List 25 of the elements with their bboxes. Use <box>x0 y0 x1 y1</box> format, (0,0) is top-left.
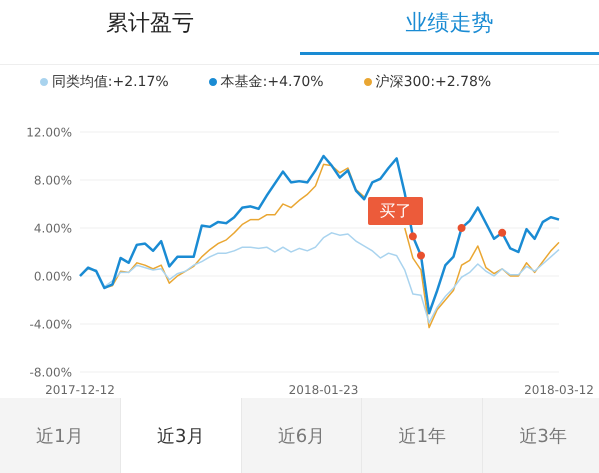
legend-label: 本基金:+4.70% <box>220 74 324 90</box>
point <box>458 224 466 232</box>
x-tick-label: 2017-12-12 <box>45 383 115 397</box>
y-tick-label: -4.00% <box>30 317 72 332</box>
y-tick-label: 4.00% <box>34 221 72 236</box>
text: 近1月 <box>0 398 121 473</box>
text: 业绩走势 <box>404 10 494 38</box>
y-tick-label: -8.00% <box>30 365 72 380</box>
text: 近3年 <box>483 398 599 473</box>
x-tick-label: 2018-01-23 <box>288 383 358 397</box>
y-tick-label: 0.00% <box>34 269 72 284</box>
text: 累计盈亏 <box>105 10 195 38</box>
text: 近1年 <box>362 398 484 473</box>
legend-label: 同类均值:+2.17% <box>52 74 169 90</box>
point <box>498 228 506 237</box>
text: 近6月 <box>242 398 362 473</box>
line-series <box>79 232 560 324</box>
point <box>408 232 417 240</box>
point <box>416 252 425 260</box>
x-tick-label: 2018-03-12 <box>524 383 594 397</box>
callout-label: 买了 <box>368 197 423 225</box>
legend-label: 沪深300:+2.78% <box>376 74 492 90</box>
y-tick-label: 8.00% <box>34 173 72 188</box>
text: 近3月 <box>120 398 242 473</box>
y-tick-label: 12.00% <box>26 125 72 140</box>
